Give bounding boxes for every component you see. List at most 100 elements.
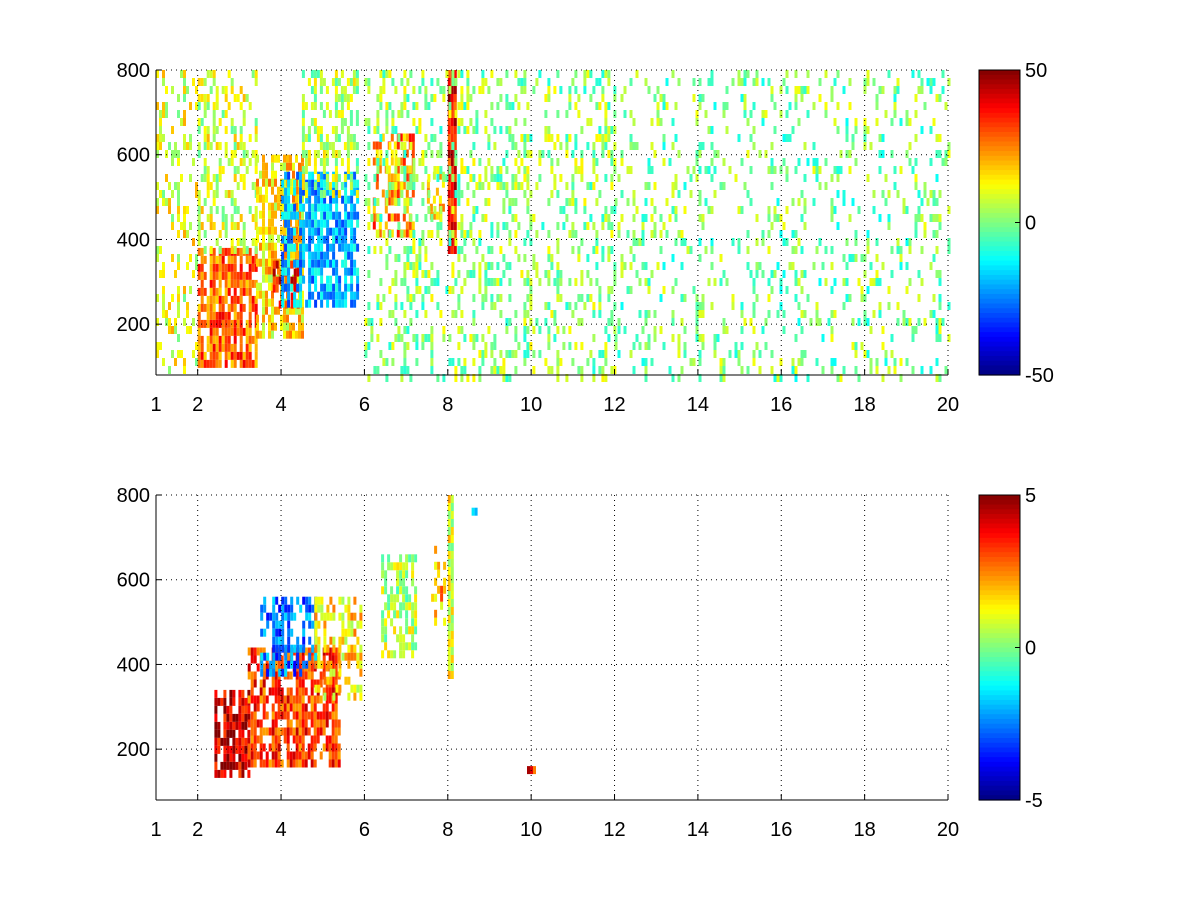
heatmap-cell (866, 230, 870, 238)
heatmap-cell (262, 162, 265, 171)
heatmap-cell (463, 358, 467, 366)
heatmap-cell (334, 727, 338, 736)
heatmap-cell (899, 246, 903, 254)
heatmap-cell (183, 206, 186, 214)
heatmap-cell (352, 142, 356, 150)
heatmap-cell (293, 203, 297, 212)
heatmap-cell (356, 660, 360, 669)
heatmap-cell (442, 86, 446, 94)
heatmap-cell (881, 190, 885, 198)
heatmap-cell (284, 283, 288, 292)
heatmap-cell (938, 94, 942, 102)
heatmap-cell (308, 291, 312, 300)
heatmap-cell (662, 286, 666, 294)
heatmap-cell (189, 134, 192, 142)
heatmap-cell (162, 294, 165, 302)
heatmap-cell (232, 697, 236, 706)
x-tick-label: 8 (442, 819, 453, 841)
heatmap-cell (403, 142, 407, 150)
heatmap-cell (350, 275, 354, 284)
heatmap-cell (379, 94, 383, 102)
heatmap-cell (399, 562, 403, 571)
heatmap-cell (292, 330, 295, 339)
heatmap-cell (218, 303, 222, 312)
heatmap-cell (447, 535, 451, 543)
heatmap-cell (212, 327, 216, 336)
heatmap-cell (391, 310, 395, 318)
x-tick-label: 6 (359, 819, 370, 841)
heatmap-cell (761, 78, 765, 86)
heatmap-cell (233, 351, 237, 360)
heatmap-cell (426, 195, 430, 204)
heatmap-cell (710, 302, 714, 310)
heatmap-cell (307, 78, 311, 86)
heatmap-cell (241, 721, 245, 730)
heatmap-cell (514, 182, 518, 190)
heatmap-cell (233, 142, 237, 150)
heatmap-cell (441, 203, 445, 212)
heatmap-cell (156, 350, 159, 358)
heatmap-cell (436, 270, 440, 278)
heatmap-cell (397, 198, 401, 206)
heatmap-cell (434, 609, 438, 618)
heatmap-cell (250, 759, 254, 768)
heatmap-cell (424, 214, 428, 222)
heatmap-cell (197, 118, 201, 126)
heatmap-cell (212, 287, 216, 296)
heatmap-cell (427, 286, 431, 294)
heatmap-cell (424, 334, 428, 342)
heatmap-cell (496, 222, 500, 230)
heatmap-cell (887, 366, 891, 374)
heatmap-cell (221, 222, 225, 230)
heatmap-cell (332, 251, 336, 260)
heatmap-cell (253, 671, 257, 680)
heatmap-cell (284, 668, 288, 677)
colorbar-segment (979, 537, 1020, 544)
heatmap-cell (415, 270, 419, 278)
heatmap-cell (284, 195, 288, 204)
heatmap-cell (337, 174, 341, 182)
heatmap-cell (662, 102, 666, 110)
heatmap-cell (247, 751, 251, 760)
heatmap-cell (929, 366, 933, 374)
heatmap-cell (384, 205, 388, 214)
heatmap-cell (478, 230, 482, 238)
heatmap-cell (308, 187, 312, 196)
heatmap-cell (238, 729, 242, 738)
heatmap-cell (162, 102, 165, 110)
heatmap-cell (256, 719, 260, 728)
heatmap-cell (313, 711, 317, 720)
heatmap-cell (280, 695, 284, 704)
heatmap-cell (262, 298, 265, 307)
heatmap-cell (698, 94, 702, 102)
colorbar-segment (979, 212, 1020, 219)
heatmap-cell (472, 86, 476, 94)
heatmap-cell (325, 150, 329, 158)
heatmap-cell (794, 366, 798, 374)
heatmap-cell (400, 278, 404, 286)
heatmap-cell (272, 660, 276, 669)
heatmap-cell (338, 283, 342, 292)
heatmap-cell (229, 729, 233, 738)
heatmap-cell (316, 126, 320, 134)
heatmap-cell (505, 182, 509, 190)
heatmap-cell (650, 358, 654, 366)
heatmap-cell (256, 703, 260, 712)
heatmap-cell (947, 206, 951, 214)
heatmap-cell (248, 343, 252, 352)
heatmap-cell (214, 705, 218, 714)
heatmap-cell (526, 102, 530, 110)
heatmap-cell (215, 343, 219, 352)
heatmap-cell (310, 70, 314, 78)
heatmap-cell (436, 78, 440, 86)
heatmap-cell (247, 647, 251, 656)
heatmap-cell (568, 278, 572, 286)
heatmap-cell (385, 166, 389, 174)
heatmap-cell (271, 258, 274, 267)
heatmap-cell (224, 263, 228, 272)
heatmap-cell (355, 190, 359, 198)
heatmap-cell (332, 211, 336, 220)
heatmap-cell (484, 270, 488, 278)
heatmap-cell (403, 166, 407, 174)
heatmap-cell (230, 118, 234, 126)
